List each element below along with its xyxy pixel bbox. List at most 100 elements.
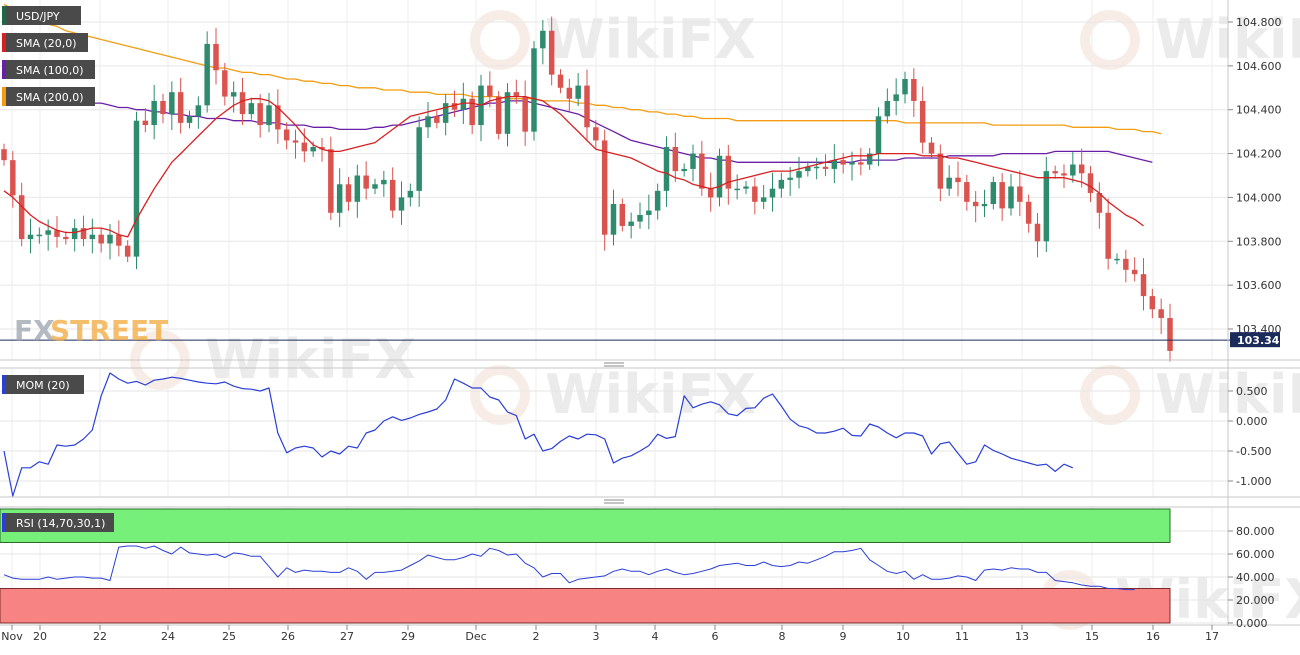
candle — [1043, 156, 1050, 253]
candle-body — [734, 188, 740, 191]
legend-sma20[interactable]: SMA (20,0) — [2, 33, 88, 52]
svg-text:WikiFX: WikiFX — [545, 363, 756, 426]
candle — [990, 176, 997, 210]
candle — [283, 122, 290, 150]
candle-body — [531, 48, 537, 132]
sma20-line — [3, 95, 1144, 238]
candle-body — [116, 234, 122, 246]
candle — [840, 152, 846, 174]
mom-panel-bg — [0, 368, 1228, 496]
candle-body — [716, 155, 723, 198]
x-tick-label: 16 — [1146, 630, 1160, 643]
x-tick-label: 26 — [281, 630, 295, 643]
candle-body — [63, 236, 69, 240]
candle — [363, 161, 369, 200]
candle-body — [1052, 171, 1058, 174]
candle-body — [1105, 212, 1111, 259]
candle — [893, 78, 899, 116]
mom-layer — [3, 372, 1074, 497]
resize-handle[interactable] — [604, 362, 624, 367]
candle — [663, 136, 670, 207]
candle — [116, 220, 122, 257]
candle-body — [80, 228, 87, 240]
candle — [875, 107, 882, 167]
legend-sma200[interactable]: SMA (200,0) — [2, 87, 95, 106]
candle-body — [787, 177, 793, 180]
candle — [27, 218, 34, 254]
candle — [540, 20, 546, 65]
candle — [36, 227, 43, 244]
candle-body — [1087, 173, 1094, 194]
candle-body — [866, 153, 873, 165]
candle-body — [301, 142, 308, 152]
legend-sma100[interactable]: SMA (100,0) — [2, 60, 95, 79]
rsi-overbought-band — [0, 508, 1171, 543]
candle — [566, 78, 573, 112]
candle-body — [389, 179, 396, 211]
candle-body — [1140, 274, 1147, 297]
candle — [884, 88, 891, 124]
x-tick-label: 24 — [161, 630, 175, 643]
candle-body — [266, 105, 272, 126]
mom-tick-label: 0.500 — [1236, 385, 1268, 398]
legend-mom[interactable]: MOM (20) — [2, 375, 84, 394]
mom-tick-label: 0.000 — [1236, 415, 1268, 428]
candle — [911, 68, 917, 117]
candle — [805, 161, 811, 177]
candle-body — [610, 204, 617, 235]
rsi-oversold-band — [0, 588, 1171, 624]
candle-body — [1123, 258, 1129, 270]
candle-body — [796, 171, 802, 178]
wikifx-watermark: WikiFX — [470, 8, 756, 71]
candle-body — [292, 140, 299, 143]
candle — [858, 148, 864, 176]
candle — [1008, 173, 1014, 216]
candle — [690, 144, 696, 182]
rsi-y-axis: 80.000 60.000 40.000 20.000 0.000 — [1228, 525, 1275, 630]
candle — [769, 172, 776, 212]
x-tick-label: 3 — [593, 630, 600, 643]
candle — [946, 165, 952, 196]
candle-body — [336, 184, 343, 213]
x-tick-label: 9 — [840, 630, 847, 643]
candle — [557, 69, 564, 94]
candle — [504, 83, 511, 147]
candle-body — [177, 92, 184, 123]
candle — [1123, 249, 1129, 283]
legend-sma200-swatch — [2, 87, 6, 106]
rsi-tick-label: 80.000 — [1236, 525, 1275, 538]
candle-body — [1096, 193, 1103, 213]
price-tick-label: 104.600 — [1236, 60, 1282, 73]
sma100-layer — [3, 87, 1153, 163]
candle-body — [663, 146, 670, 191]
candle-body — [707, 188, 714, 198]
candle — [619, 198, 626, 232]
candle-body — [1025, 201, 1032, 224]
candle-body — [557, 74, 564, 88]
candle-body — [45, 230, 51, 235]
candle-body — [36, 234, 43, 237]
x-tick-label: 22 — [93, 630, 107, 643]
candle-body — [222, 70, 228, 97]
resize-handle[interactable] — [604, 499, 624, 504]
candle — [442, 94, 449, 136]
candle-body — [601, 140, 608, 235]
candle — [45, 219, 51, 251]
candle-body — [1131, 269, 1138, 275]
candle — [972, 191, 979, 223]
candle — [292, 129, 299, 159]
candle — [381, 170, 387, 197]
candle — [1158, 298, 1164, 335]
price-tick-label: 104.000 — [1236, 191, 1282, 204]
candle — [743, 180, 749, 195]
legend-rsi[interactable]: RSI (14,70,30,1) — [2, 513, 114, 532]
legend-sma100-swatch — [2, 60, 6, 79]
rsi-tick-label: 0.000 — [1236, 617, 1268, 630]
candle-body — [928, 142, 935, 154]
sma20-layer — [3, 95, 1144, 238]
fxstreet-logo: FX STREET — [14, 314, 168, 347]
legend-symbol[interactable]: USD/JPY — [2, 6, 81, 25]
candle — [955, 161, 961, 197]
candle-body — [195, 105, 202, 117]
